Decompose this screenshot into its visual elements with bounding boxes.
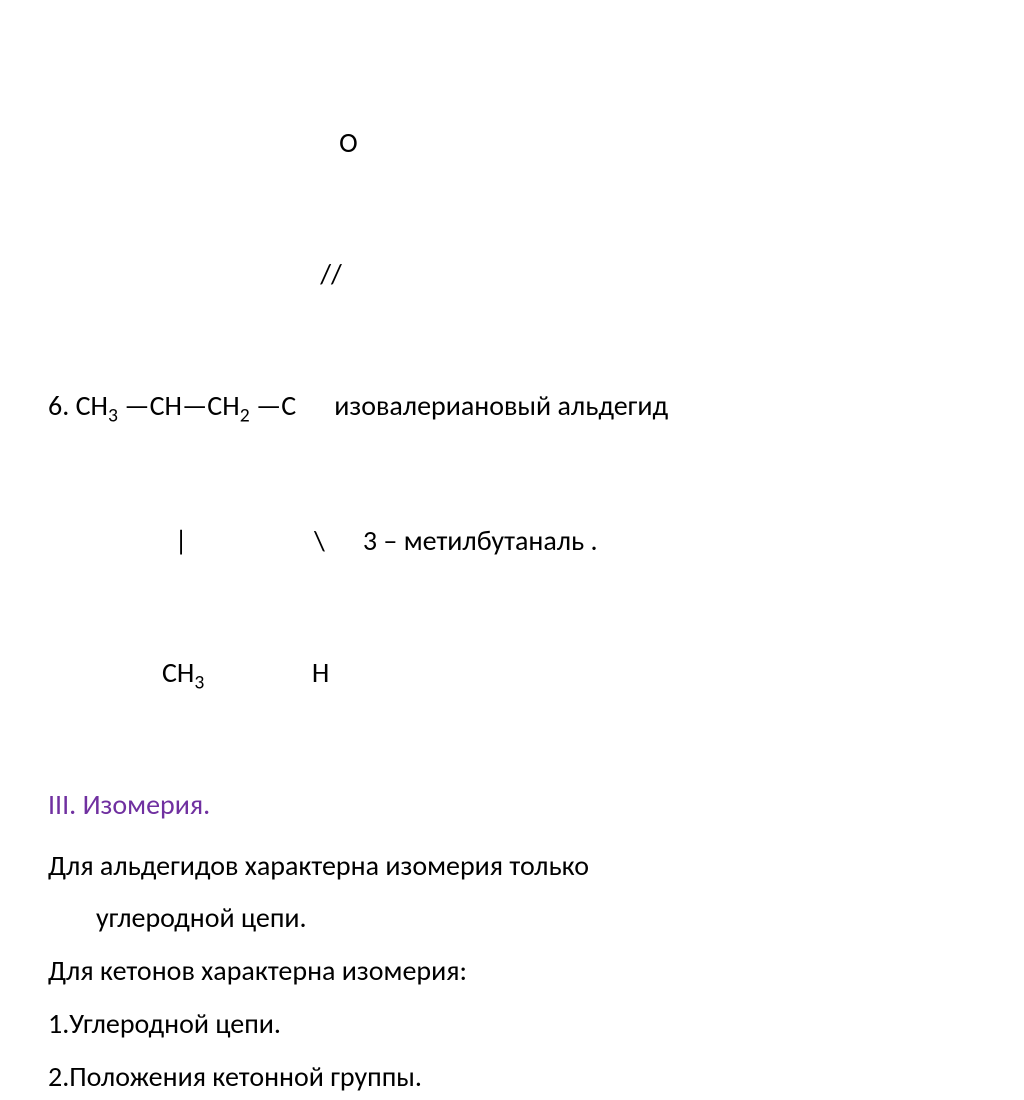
formula-line3-mid1: —CH—CH (118, 388, 240, 423)
formula-line3-prefix: 6. CH (48, 388, 108, 423)
formula-line5-suffix: H (204, 655, 329, 690)
section-header: III. Изомерия. (48, 783, 976, 828)
formula-line-double-bond: // (48, 253, 976, 295)
formula-sub-2: 2 (240, 403, 250, 427)
list-item-1: 1.Углеродной цепи. (48, 1002, 976, 1047)
list-item-2: 2.Положения кетонной группы. (48, 1055, 976, 1100)
formula-line3-mid2: —C изовалериановый альдегид (250, 388, 668, 423)
chemical-formula-block: O // 6. CH3 —CH—CH2 —C изовалериановый а… (48, 32, 976, 743)
formula-line5-prefix: CH (48, 655, 194, 690)
formula-line-main-chain: 6. CH3 —CH—CH2 —C изовалериановый альдег… (48, 385, 976, 431)
formula-line-substituents: CH3 H (48, 652, 976, 698)
formula-sub-3b: 3 (194, 671, 204, 695)
paragraph-ketones: Для кетонов характерна изомерия: (48, 949, 976, 994)
paragraph-aldehydes-line1: Для альдегидов характерна изомерия тольк… (48, 844, 976, 889)
paragraph-aldehydes-line2: углеродной цепи. (48, 896, 976, 941)
formula-sub-3a: 3 (108, 403, 118, 427)
formula-line-branch: | \ 3 – метилбутаналь . (48, 520, 976, 562)
formula-line-oxygen: O (48, 122, 976, 164)
